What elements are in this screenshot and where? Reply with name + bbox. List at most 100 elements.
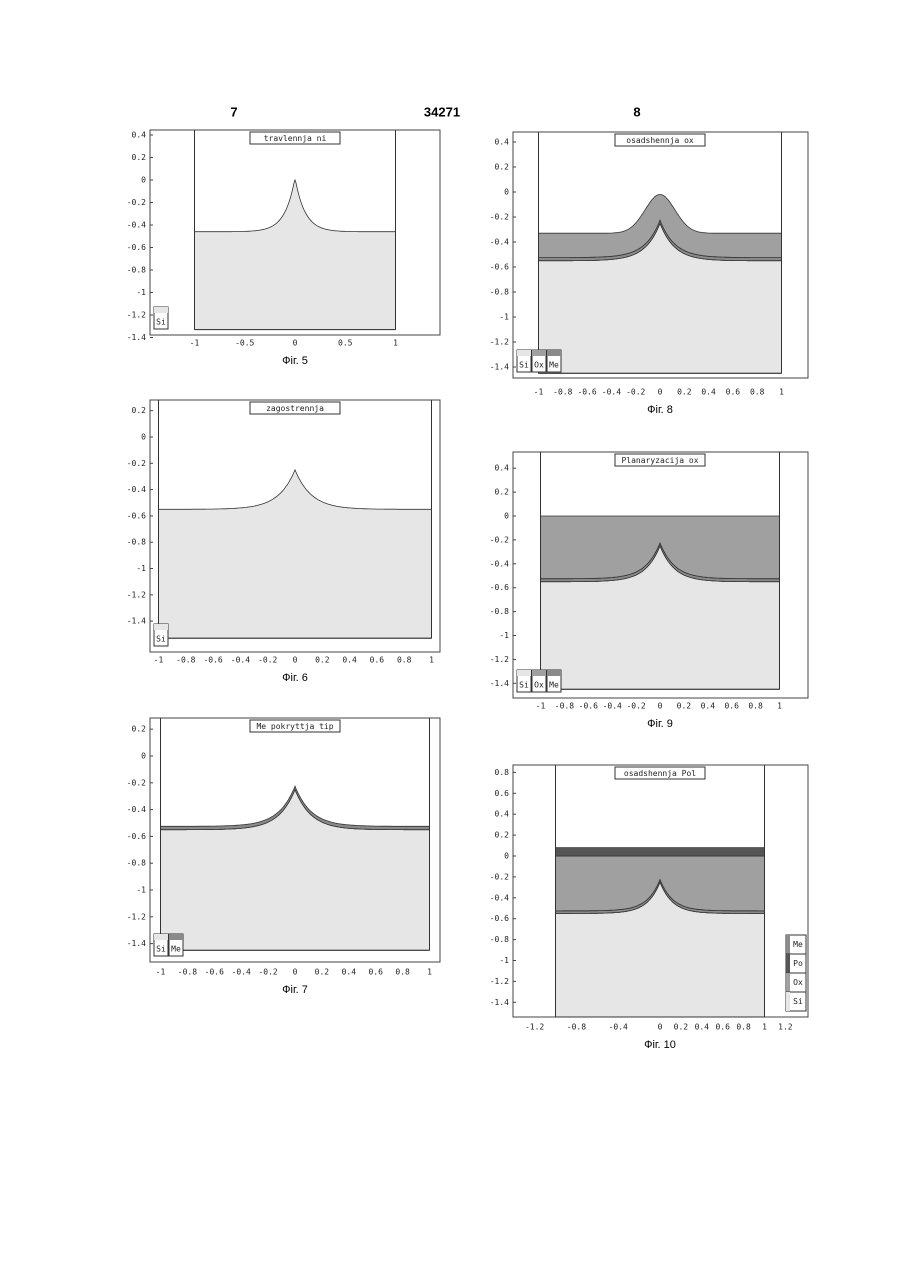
y-tick-label: 0 xyxy=(504,512,509,521)
legend-swatch xyxy=(532,670,546,676)
y-tick-label: -1.4 xyxy=(490,363,509,372)
x-tick-label: 0.4 xyxy=(695,1023,710,1032)
x-tick-label: 0.5 xyxy=(338,339,353,348)
figure-caption: Фіг. 8 xyxy=(647,404,673,416)
legend-swatch xyxy=(786,935,790,954)
figure-caption: Фіг. 9 xyxy=(647,718,673,730)
x-tick-label: 1 xyxy=(429,656,434,665)
x-tick-label: 0.2 xyxy=(677,388,692,397)
x-tick-label: -1 xyxy=(536,702,546,711)
y-tick-label: 0.2 xyxy=(495,831,510,840)
x-tick-label: -0.4 xyxy=(232,968,251,977)
y-tick-label: -0.2 xyxy=(127,778,146,787)
legend-label: Si xyxy=(156,945,166,954)
x-tick-label: 0.2 xyxy=(315,968,330,977)
x-tick-label: 0.8 xyxy=(750,388,765,397)
legend-swatch xyxy=(786,973,790,992)
patent-number: 34271 xyxy=(424,104,460,119)
y-tick-label: 0.4 xyxy=(132,131,147,140)
x-tick-label: 1 xyxy=(779,388,784,397)
x-tick-label: 0.6 xyxy=(370,656,385,665)
x-tick-label: -0.5 xyxy=(235,339,254,348)
x-tick-label: 1.2 xyxy=(778,1023,793,1032)
plot-title: osadshennja Pol xyxy=(624,769,696,778)
legend-swatch xyxy=(169,934,183,940)
legend-label: Si xyxy=(156,635,166,644)
x-tick-label: 0.4 xyxy=(342,656,357,665)
y-tick-label: -0.4 xyxy=(127,485,146,494)
legend-swatch xyxy=(517,350,531,356)
figure: 0.80.60.40.20-0.2-0.4-0.6-0.8-1-1.2-1.4-… xyxy=(490,765,808,1051)
y-tick-label: 0.2 xyxy=(132,153,147,162)
y-tick-label: 0 xyxy=(141,752,146,761)
x-tick-label: 0 xyxy=(293,968,298,977)
legend-label: Ox xyxy=(534,681,544,690)
x-tick-label: 1 xyxy=(427,968,432,977)
material-layer xyxy=(556,848,765,856)
y-tick-label: -1.4 xyxy=(127,333,146,342)
x-tick-label: -0.8 xyxy=(567,1023,586,1032)
y-tick-label: -0.8 xyxy=(490,288,509,297)
y-tick-label: -0.6 xyxy=(127,243,146,252)
x-tick-label: -0.2 xyxy=(258,656,277,665)
figure: 0.40.20-0.2-0.4-0.6-0.8-1-1.2-1.4-1-0.50… xyxy=(127,130,440,367)
figure-caption: Фіг. 10 xyxy=(644,1039,676,1051)
x-tick-label: 0 xyxy=(658,702,663,711)
legend-label: Ox xyxy=(793,978,803,987)
document-page: 7 34271 8 0.40.20-0.2-0.4-0.6-0.8-1-1.2-… xyxy=(0,0,901,1273)
x-tick-label: -0.4 xyxy=(231,656,250,665)
x-tick-label: -0.6 xyxy=(205,968,224,977)
x-tick-label: 0.4 xyxy=(701,388,716,397)
legend-swatch xyxy=(547,350,561,356)
x-tick-label: 0.2 xyxy=(674,1023,689,1032)
plot-title: zagostrennja xyxy=(266,404,324,413)
figure: 0.40.20-0.2-0.4-0.6-0.8-1-1.2-1.4-1-0.8-… xyxy=(490,132,808,416)
y-tick-label: -0.8 xyxy=(127,859,146,868)
legend-swatch xyxy=(154,307,168,313)
figure-caption: Фіг. 7 xyxy=(282,984,308,996)
y-tick-label: -0.6 xyxy=(127,511,146,520)
y-tick-label: -0.6 xyxy=(490,914,509,923)
y-tick-label: 0.2 xyxy=(495,163,510,172)
x-tick-label: 0.6 xyxy=(726,388,741,397)
y-tick-label: -0.8 xyxy=(490,935,509,944)
x-tick-label: -0.6 xyxy=(203,656,222,665)
y-tick-label: -0.4 xyxy=(127,805,146,814)
y-tick-label: -0.6 xyxy=(490,263,509,272)
x-tick-label: 0 xyxy=(658,1023,663,1032)
y-tick-label: -1 xyxy=(499,956,509,965)
x-tick-label: 0.8 xyxy=(395,968,410,977)
y-tick-label: 0 xyxy=(141,433,146,442)
x-tick-label: -0.2 xyxy=(258,968,277,977)
y-tick-label: -1.2 xyxy=(127,590,146,599)
x-tick-label: 0.8 xyxy=(748,702,763,711)
y-tick-label: -1.2 xyxy=(490,655,509,664)
figure: 0.20-0.2-0.4-0.6-0.8-1-1.2-1.4-1-0.8-0.6… xyxy=(127,400,440,684)
x-tick-label: -0.4 xyxy=(603,702,622,711)
x-tick-label: 0 xyxy=(293,656,298,665)
figure: 0.40.20-0.2-0.4-0.6-0.8-1-1.2-1.4-1-0.8-… xyxy=(490,452,808,730)
legend-label: Si xyxy=(519,361,529,370)
figure: 0.20-0.2-0.4-0.6-0.8-1-1.2-1.4-1-0.8-0.6… xyxy=(127,718,440,996)
y-tick-label: 0.6 xyxy=(495,789,510,798)
y-tick-label: -1.4 xyxy=(127,939,146,948)
y-tick-label: 0 xyxy=(504,852,509,861)
y-tick-label: 0.8 xyxy=(495,768,510,777)
x-tick-label: 0 xyxy=(293,339,298,348)
plot-title: travlennja ni xyxy=(264,134,327,143)
page-number: 7 xyxy=(230,104,237,119)
legend-swatch xyxy=(154,934,168,940)
x-tick-label: -0.2 xyxy=(626,702,645,711)
x-tick-label: -1.2 xyxy=(525,1023,544,1032)
figure-caption: Фіг. 6 xyxy=(282,672,308,684)
y-tick-label: -1.4 xyxy=(127,617,146,626)
y-tick-label: -1.2 xyxy=(127,912,146,921)
x-tick-label: 0.6 xyxy=(715,1023,730,1032)
x-tick-label: 0.8 xyxy=(397,656,412,665)
legend-label: Me xyxy=(549,681,559,690)
legend-label: Me xyxy=(171,945,181,954)
y-tick-label: -0.2 xyxy=(127,459,146,468)
x-tick-label: -0.8 xyxy=(553,388,572,397)
x-tick-label: -1 xyxy=(156,968,166,977)
x-tick-label: 1 xyxy=(777,702,782,711)
